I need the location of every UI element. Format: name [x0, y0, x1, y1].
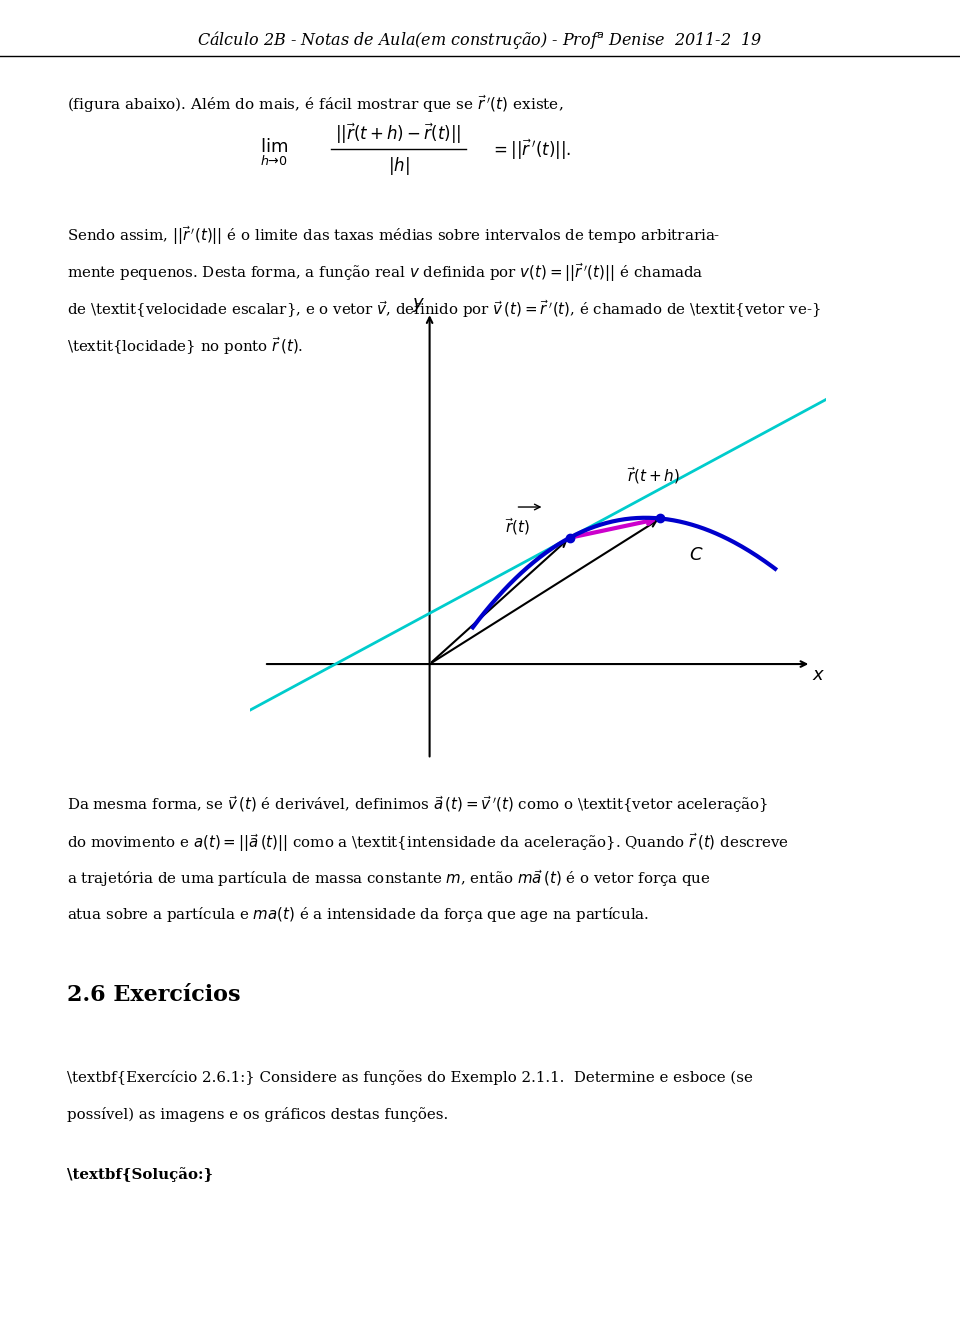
Text: Da mesma forma, se $\vec{v}\,(t)$ é derivável, definimos $\vec{a}\,(t) = \vec{v}: Da mesma forma, se $\vec{v}\,(t)$ é deri… — [67, 794, 769, 815]
Text: $y$: $y$ — [412, 296, 425, 314]
Text: $= ||\vec{r}\,'(t)||.$: $= ||\vec{r}\,'(t)||.$ — [490, 138, 571, 161]
Text: \textit{locidade} no ponto $\vec{r}\,(t)$.: \textit{locidade} no ponto $\vec{r}\,(t)… — [67, 335, 303, 357]
Text: $\vec{r}(t+h)$: $\vec{r}(t+h)$ — [627, 464, 680, 486]
Text: $\vec{r}(t)$: $\vec{r}(t)$ — [505, 516, 530, 537]
Text: a trajetória de uma partícula de massa constante $m$, então $m\vec{a}\,(t)$ é o : a trajetória de uma partícula de massa c… — [67, 868, 711, 889]
Text: possível) as imagens e os gráficos destas funções.: possível) as imagens e os gráficos desta… — [67, 1107, 448, 1122]
Text: atua sobre a partícula e $ma(t)$ é a intensidade da força que age na partícula.: atua sobre a partícula e $ma(t)$ é a int… — [67, 905, 649, 923]
Text: \textbf{Solução:}: \textbf{Solução:} — [67, 1167, 213, 1181]
Text: $||\vec{r}(t+h) - \vec{r}(t)||$: $||\vec{r}(t+h) - \vec{r}(t)||$ — [335, 120, 462, 146]
Text: de \textit{velocidade escalar}, e o vetor $\vec{v}$, definido por $\vec{v}\,(t) : de \textit{velocidade escalar}, e o veto… — [67, 298, 821, 320]
Text: Sendo assim, $||\vec{r}\,'(t)||$ é o limite das taxas médias sobre intervalos de: Sendo assim, $||\vec{r}\,'(t)||$ é o lim… — [67, 224, 721, 246]
Text: $x$: $x$ — [812, 665, 825, 684]
Text: $C$: $C$ — [689, 546, 704, 564]
Text: 2.6 Exercícios: 2.6 Exercícios — [67, 984, 241, 1007]
Text: mente pequenos. Desta forma, a função real $v$ definida por $v(t) = ||\vec{r}\,': mente pequenos. Desta forma, a função re… — [67, 261, 704, 283]
Text: Cálculo 2B - Notas de Aula(em construção) - Prof$^a$ Denise  2011-2  19: Cálculo 2B - Notas de Aula(em construção… — [197, 29, 763, 50]
Text: $\lim_{h \to 0}$: $\lim_{h \to 0}$ — [259, 136, 288, 168]
Text: (figura abaixo). Além do mais, é fácil mostrar que se $\vec{r}\,'(t)$ existe,: (figura abaixo). Além do mais, é fácil m… — [67, 93, 564, 115]
Text: $|h|$: $|h|$ — [388, 155, 409, 177]
Text: do movimento e $a(t) = ||\vec{a}\,(t)||$ como a \textit{intensidade da aceleraçã: do movimento e $a(t) = ||\vec{a}\,(t)||$… — [67, 831, 789, 853]
Text: \textbf{Exercício 2.6.1:} Considere as funções do Exemplo 2.1.1.  Determine e es: \textbf{Exercício 2.6.1:} Considere as f… — [67, 1070, 753, 1085]
